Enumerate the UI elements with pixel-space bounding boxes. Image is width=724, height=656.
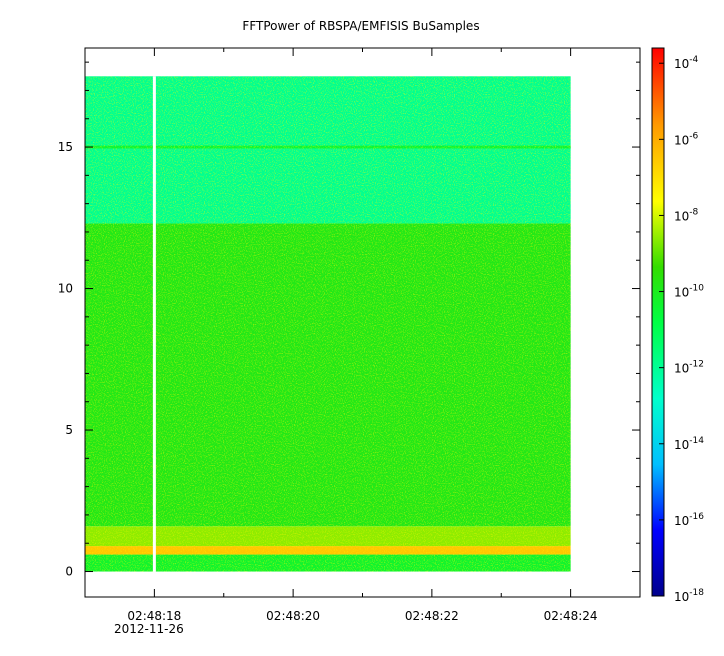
colorbar-tick-label: 10-10 [674,284,704,300]
colorbar-tick-label: 10-14 [674,436,704,452]
colorbar-tick-label: 10-18 [674,588,704,604]
x-tick-label: 02:48:18 [127,609,181,623]
colorbar-label-exp: -16 [689,512,704,522]
colorbar-label-exp: -10 [689,284,704,294]
plot-area [84,47,641,598]
x-axis: 02:48:18 02:48:20 02:48:22 02:48:24 [84,48,641,623]
x-tick-label: 02:48:20 [266,609,320,623]
y-tick-label: 15 [58,140,73,154]
chart-title: FFTPower of RBSPA/EMFISIS BuSamples [242,19,479,33]
colorbar-label-exp: -18 [689,588,704,598]
colorbar-label-base: 10 [674,133,689,147]
colorbar-label-exp: -4 [689,55,698,65]
colorbar-tick-label: 10-12 [674,360,704,376]
data-gap-line [152,76,156,572]
colorbar-tick-label: 10-6 [674,131,699,147]
y-tick-label: 10 [58,282,73,296]
colorbar-label-base: 10 [674,57,689,71]
x-date-label: 2012-11-26 [114,622,184,636]
colorbar-label-exp: -8 [689,207,698,217]
colorbar-label-exp: -6 [689,131,698,141]
y-tick-label: 5 [65,423,73,437]
y-tick-label: 0 [65,565,73,579]
colorbar-label-base: 10 [674,286,689,300]
colorbar-label-base: 10 [674,514,689,528]
colorbar-label-base: 10 [674,209,689,223]
y-axis: 0 5 10 15 [58,61,640,579]
colorbar-tick-label: 10-16 [674,512,704,528]
colorbar-label-base: 10 [674,438,689,452]
colorbar-gradient [651,47,665,597]
colorbar-label-exp: -12 [689,360,704,370]
colorbar-label-exp: -14 [689,436,704,446]
spectrogram-speckle [85,76,571,572]
x-tick-label: 02:48:24 [544,609,598,623]
colorbar-tick-label: 10-4 [674,55,699,71]
colorbar-label-base: 10 [674,590,689,604]
x-tick-label: 02:48:22 [405,609,459,623]
colorbar-tick-label: 10-8 [674,207,699,223]
colorbar-label-base: 10 [674,362,689,376]
